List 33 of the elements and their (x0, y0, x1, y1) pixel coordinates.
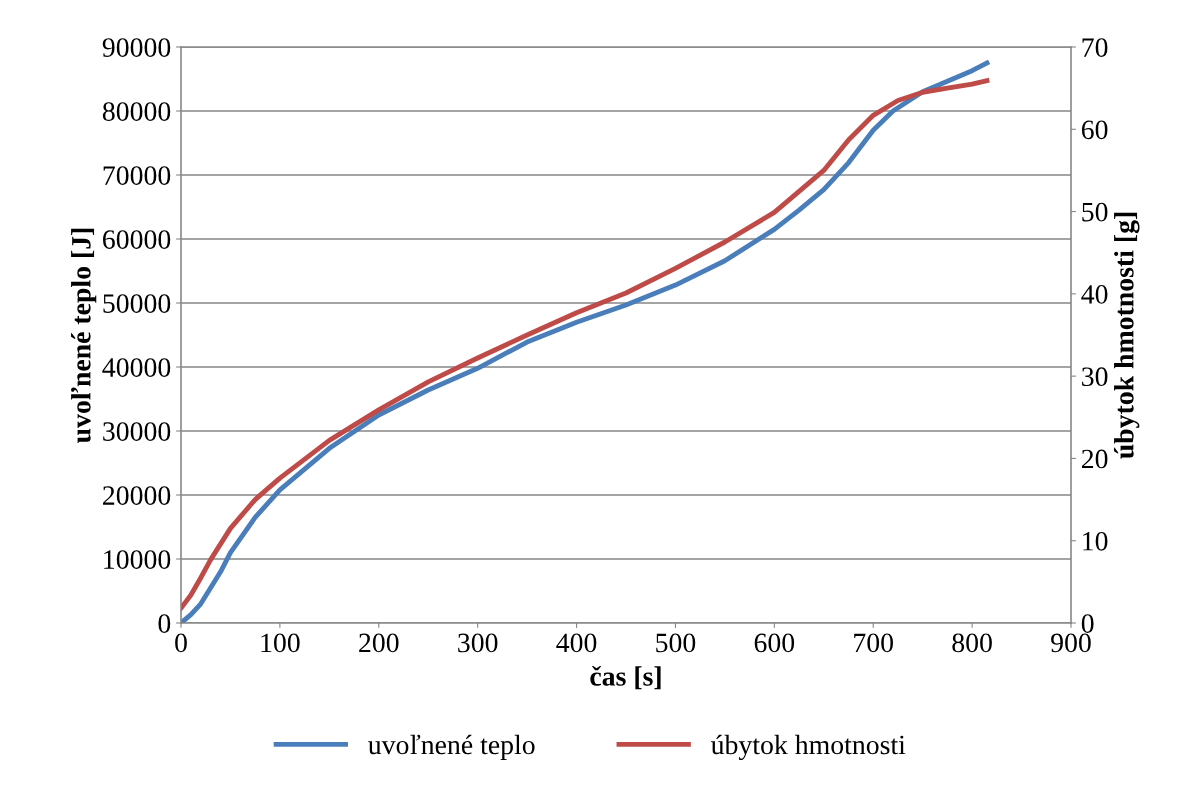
y2-tick-label: 40 (1081, 285, 1108, 304)
x-tick-label: 400 (556, 633, 597, 653)
x-tick-label: 500 (656, 633, 696, 653)
y2-tick-label: 70 (1082, 38, 1108, 57)
x-tick-label: 100 (261, 633, 300, 653)
y2-axis-title: úbytok hmotnosti [g] (1114, 212, 1140, 459)
y-tick-label: 0 (158, 614, 171, 633)
y-tick-label: 70000 (103, 166, 171, 185)
y2-tick-label: 10 (1083, 531, 1108, 551)
y2-tick-label: 0 (1081, 614, 1094, 633)
y-tick-label: 90000 (102, 38, 171, 57)
legend-label: úbytok hmotnosti (711, 734, 906, 761)
y2-tick-label: 20 (1081, 449, 1108, 469)
x-axis-title: čas [s] (590, 665, 661, 690)
y-tick-label: 20000 (103, 486, 171, 505)
x-tick-label: 600 (754, 633, 795, 653)
x-tick-label: 0 (175, 633, 187, 653)
legend-label: uvoľnené teplo (368, 734, 535, 760)
y2-tick-label: 60 (1081, 120, 1108, 140)
y-tick-label: 80000 (102, 102, 171, 121)
x-tick-label: 300 (458, 633, 498, 653)
y-tick-label: 50000 (103, 294, 171, 313)
x-tick-label: 900 (1051, 633, 1091, 653)
y-tick-label: 40000 (102, 358, 171, 377)
y-tick-label: 30000 (103, 422, 171, 441)
y2-tick-label: 50 (1082, 202, 1108, 222)
x-tick-label: 200 (359, 633, 399, 653)
x-tick-label: 800 (952, 633, 992, 653)
x-tick-label: 700 (854, 633, 893, 653)
y2-tick-label: 30 (1082, 367, 1108, 387)
y-axis-title: uvoľnené teplo [J] (71, 228, 97, 443)
y-tick-label: 10000 (104, 550, 171, 569)
y-tick-label: 60000 (103, 230, 171, 249)
